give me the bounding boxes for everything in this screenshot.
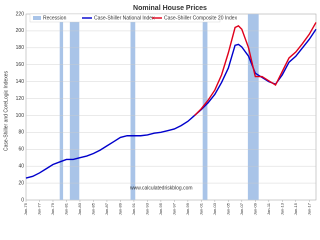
x-tick-label: Jan-11 (266, 202, 271, 215)
recession-band (59, 14, 64, 200)
y-tick-label: 180 (16, 45, 25, 51)
x-tick-label: Jan-87 (104, 202, 109, 215)
x-tick-label: Jan-89 (117, 202, 122, 215)
x-tick-label: Jan-93 (144, 202, 149, 215)
x-tick-label: Jan-91 (131, 202, 136, 215)
x-tick-label: Jan-07 (239, 202, 244, 215)
recession-band (247, 14, 259, 200)
source-note: www.calculatedriskblog.com (130, 185, 193, 191)
y-tick-label: 220 (16, 11, 25, 17)
legend-label: Case-Shiller Composite 20 Index (164, 15, 238, 21)
x-tick-label: Jan-17 (306, 202, 311, 215)
x-tick-label: Jan-83 (77, 202, 82, 215)
x-tick-label: Jan-09 (252, 202, 257, 215)
x-tick-label: Jan-77 (37, 202, 42, 215)
x-tick-label: Jan-85 (91, 202, 96, 215)
recession-band (130, 14, 136, 200)
y-tick-label: 20 (18, 180, 24, 186)
y-tick-label: 120 (16, 96, 25, 102)
y-tick-label: 60 (18, 147, 24, 153)
legend-label: Case-Shiller National Index (94, 15, 155, 21)
y-tick-label: 40 (18, 164, 24, 170)
plot-area (25, 13, 317, 201)
x-tick-label: Jan-13 (279, 202, 284, 215)
y-tick-label: 140 (16, 79, 25, 85)
x-tick-label: Jan-95 (158, 202, 163, 215)
x-tick-label: Jan-05 (225, 202, 230, 215)
x-tick-label: Jan-15 (293, 202, 298, 215)
x-tick-label: Jan-81 (64, 202, 69, 215)
legend-box (29, 13, 221, 23)
y-tick-label: 200 (16, 28, 25, 34)
recession-band (69, 14, 80, 200)
series-line (194, 22, 317, 116)
x-tick-label: Jan-03 (212, 202, 217, 215)
legend-swatch (33, 16, 41, 20)
series-line (25, 28, 317, 179)
x-tick-label: Jan-97 (171, 202, 176, 215)
x-tick-label: Jan-01 (198, 202, 203, 215)
x-tick-label: Jan-99 (185, 202, 190, 215)
y-tick-label: 80 (18, 130, 24, 136)
x-tick-label: Jan-75 (23, 202, 28, 215)
chart: Nominal House Prices Case-Shiller and Co… (3, 4, 317, 216)
chart-title: Nominal House Prices (133, 5, 207, 12)
y-tick-label: 100 (16, 113, 25, 119)
recession-band (202, 14, 208, 200)
y-axis-label: Case-Shiller and CoreLogic Indexes (3, 70, 9, 151)
legend-label: Recession (43, 15, 67, 21)
y-tick-label: 0 (21, 197, 24, 203)
y-tick-label: 160 (16, 62, 25, 68)
x-tick-label: Jan-79 (50, 202, 55, 215)
